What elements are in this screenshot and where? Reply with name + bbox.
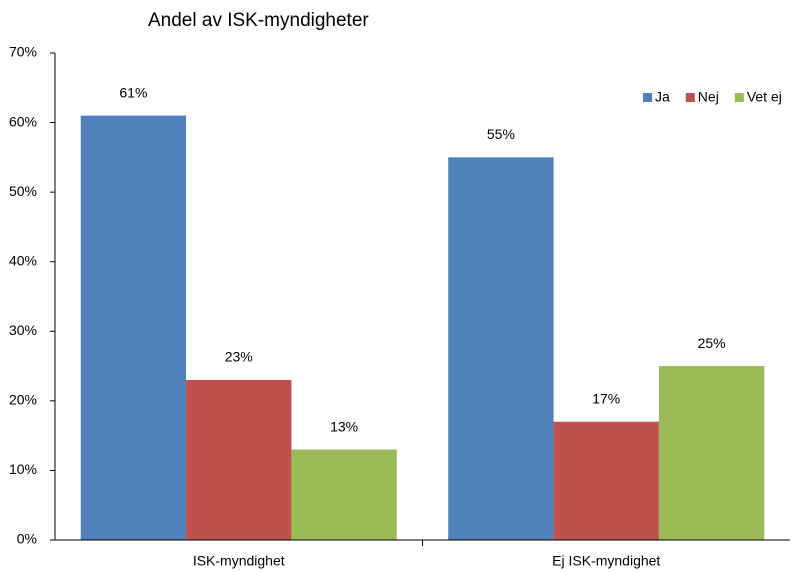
bar bbox=[448, 157, 554, 540]
bar bbox=[80, 115, 187, 540]
y-tick-label: 0% bbox=[17, 531, 37, 547]
value-label: 23% bbox=[225, 349, 253, 365]
value-label: 13% bbox=[330, 418, 358, 434]
y-tick-label: 70% bbox=[9, 44, 37, 60]
y-tick-label: 30% bbox=[9, 322, 37, 338]
y-tick-label: 20% bbox=[9, 392, 37, 408]
value-label: 61% bbox=[119, 84, 147, 100]
bar bbox=[186, 379, 292, 540]
legend-label: Nej bbox=[698, 89, 719, 105]
value-label: 25% bbox=[698, 335, 726, 351]
legend-label: Ja bbox=[655, 89, 670, 105]
bar bbox=[658, 366, 765, 540]
x-tick-label: ISK-myndighet bbox=[193, 553, 285, 569]
y-tick-label: 60% bbox=[9, 113, 37, 129]
y-tick-label: 40% bbox=[9, 252, 37, 268]
legend-swatch bbox=[734, 93, 744, 102]
bar bbox=[553, 421, 659, 540]
x-tick-label: Ej ISK-myndighet bbox=[552, 553, 660, 569]
y-tick-label: 10% bbox=[9, 461, 37, 477]
legend-swatch bbox=[643, 93, 652, 102]
y-tick-label: 50% bbox=[9, 183, 37, 199]
value-label: 55% bbox=[487, 126, 515, 142]
chart-title: Andel av ISK-myndigheter bbox=[148, 10, 369, 31]
bar bbox=[291, 449, 397, 540]
legend-label: Vet ej bbox=[747, 89, 782, 105]
legend-swatch bbox=[685, 93, 695, 102]
value-label: 17% bbox=[592, 390, 620, 406]
